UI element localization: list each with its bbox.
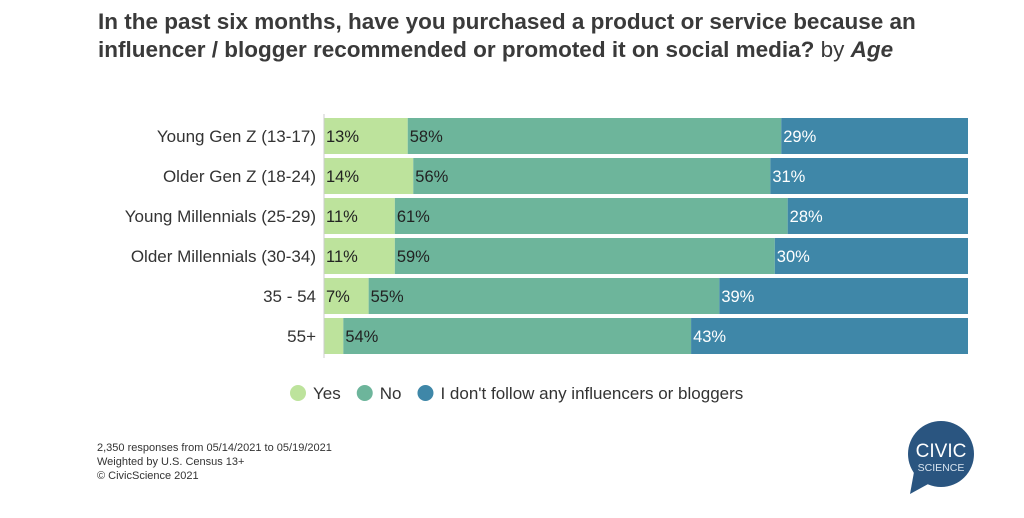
category-label: Older Gen Z (18-24) — [163, 167, 316, 186]
bar-segment-no — [368, 278, 720, 314]
data-label: 55% — [371, 288, 404, 306]
legend-marker — [290, 385, 306, 401]
data-label: 61% — [397, 208, 430, 226]
category-label: 35 - 54 — [263, 287, 316, 306]
chart-title: In the past six months, have you purchas… — [98, 9, 916, 62]
category-label: Older Millennials (30-34) — [131, 247, 316, 266]
bar-segment-yes — [324, 198, 395, 234]
bar-segment-no — [343, 318, 692, 354]
legend-label: No — [380, 384, 402, 403]
data-label: 7% — [326, 288, 350, 306]
data-label: 11% — [326, 248, 358, 266]
category-label: 55+ — [287, 327, 316, 346]
civicscience-logo: CIVIC SCIENCE — [908, 421, 974, 494]
category-label: Young Gen Z (13-17) — [157, 127, 316, 146]
data-label: 11% — [326, 208, 358, 226]
legend-marker — [417, 385, 434, 401]
data-label: 31% — [772, 168, 805, 186]
bar-segment-dont-follow — [787, 198, 968, 234]
bar-segment-no — [413, 158, 771, 194]
logo-text-science: SCIENCE — [918, 462, 965, 474]
data-label: 56% — [415, 168, 448, 186]
data-label: 13% — [326, 128, 359, 146]
legend-label: Yes — [313, 384, 341, 403]
data-label: 43% — [693, 328, 726, 346]
bar-segment-dont-follow — [719, 278, 968, 314]
data-label: 30% — [777, 248, 810, 266]
legend-label: I don't follow any influencers or blogge… — [440, 384, 743, 403]
bar-segment-yes — [324, 238, 395, 274]
data-label: 58% — [410, 128, 443, 146]
category-label: Young Millennials (25-29) — [125, 207, 316, 226]
bar-segment-yes — [324, 158, 414, 194]
bar-segment-no — [394, 198, 788, 234]
footnote-copyright: © CivicScience 2021 — [97, 470, 199, 482]
data-label: 28% — [790, 208, 823, 226]
data-label: 14% — [326, 168, 359, 186]
bar-segment-dont-follow — [781, 118, 968, 154]
footnotes: 2,350 responses from 05/14/2021 to 05/19… — [97, 441, 332, 483]
legend-marker — [356, 385, 373, 401]
footnote-weighting: Weighted by U.S. Census 13+ — [97, 456, 245, 468]
bar-segment-dont-follow — [770, 158, 968, 194]
bar-segment-yes — [324, 118, 408, 154]
bar-segment-no — [407, 118, 782, 154]
footnote-responses: 2,350 responses from 05/14/2021 to 05/19… — [97, 442, 332, 454]
bar-segment-yes — [324, 278, 369, 314]
logo-text-civic: CIVIC — [916, 441, 967, 462]
data-label: 59% — [397, 248, 430, 266]
data-label: 29% — [783, 128, 816, 146]
bar-segment-yes — [324, 318, 344, 354]
bar-segment-dont-follow — [774, 238, 968, 274]
data-label: 39% — [721, 288, 754, 306]
bar-segment-dont-follow — [691, 318, 968, 354]
data-label: 54% — [345, 328, 378, 346]
bar-segment-no — [394, 238, 775, 274]
